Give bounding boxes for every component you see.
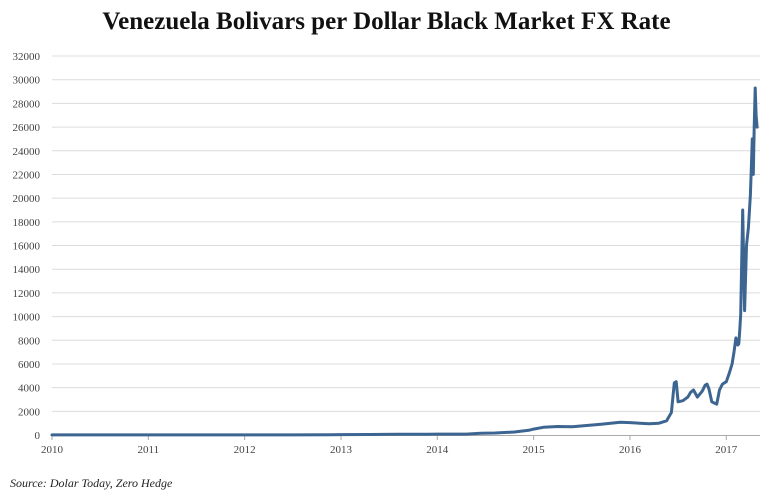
x-tick-label: 2014	[426, 444, 449, 456]
y-tick-label: 18000	[13, 217, 41, 229]
y-tick-label: 8000	[18, 335, 41, 347]
gridlines	[52, 55, 760, 412]
y-tick-label: 0	[35, 430, 41, 442]
source-note: Source: Dolar Today, Zero Hedge	[10, 476, 173, 490]
y-tick-label: 4000	[18, 383, 41, 395]
y-tick-label: 30000	[13, 75, 41, 87]
x-tick-label: 2015	[523, 444, 546, 456]
x-tick-label: 2011	[138, 444, 160, 456]
y-tick-labels: 0 2000 4000 6000 8000 10000 12000 14000 16000 180…	[13, 51, 41, 442]
y-tick-label: 28000	[13, 98, 41, 110]
chart-title: Venezuela Bolivars per Dollar Black Mark…	[102, 8, 671, 35]
x-tick-label: 2017	[715, 444, 738, 456]
x-tick-label: 2012	[234, 444, 256, 456]
y-tick-label: 22000	[13, 169, 41, 181]
y-tick-label: 2000	[18, 406, 41, 418]
y-tick-label: 24000	[13, 146, 41, 158]
y-tick-label: 20000	[13, 193, 41, 205]
y-tick-label: 26000	[13, 122, 41, 134]
series-group	[50, 86, 759, 437]
series-line	[50, 86, 759, 437]
x-tick-labels: 2010 2011 2012 2013 2014 2015 2016 2017	[41, 444, 738, 456]
y-tick-label: 16000	[13, 241, 41, 253]
y-tick-label: 6000	[18, 359, 41, 371]
y-tick-label: 14000	[13, 264, 41, 276]
y-tick-label: 12000	[13, 288, 41, 300]
x-tick-label: 2016	[619, 444, 642, 456]
x-tick-label: 2010	[41, 444, 64, 456]
x-tick-label: 2013	[330, 444, 353, 456]
y-tick-label: 32000	[13, 51, 41, 63]
y-tick-label: 10000	[13, 312, 41, 324]
